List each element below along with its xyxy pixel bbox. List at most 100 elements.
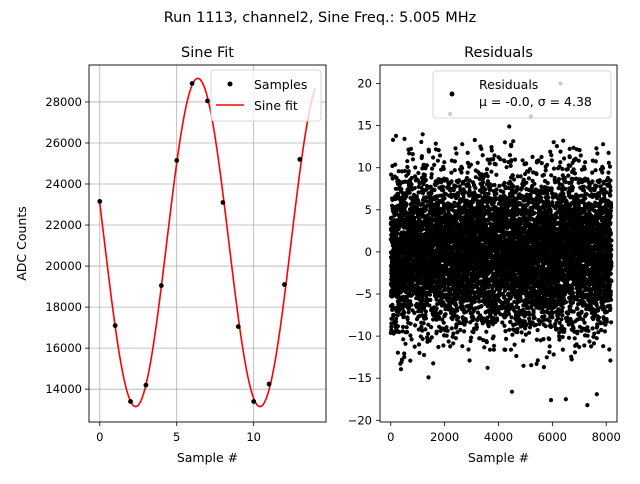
residual-point: [409, 182, 413, 186]
residual-point: [453, 146, 457, 150]
sample-point: [236, 324, 241, 329]
residual-point: [485, 340, 489, 344]
residual-point: [421, 337, 425, 341]
residual-point: [511, 184, 515, 188]
residual-point: [521, 339, 525, 343]
residual-point: [503, 329, 507, 333]
residual-point: [454, 336, 458, 340]
residual-point: [410, 337, 414, 341]
residual-point: [401, 337, 405, 341]
figure-suptitle: Run 1113, channel2, Sine Freq.: 5.005 MH…: [164, 10, 477, 26]
residual-point: [469, 163, 473, 167]
residual-point: [392, 313, 396, 317]
residual-point: [514, 354, 518, 358]
residual-point: [484, 330, 488, 334]
sample-point: [190, 81, 195, 86]
residuals-title: Residuals: [464, 45, 533, 61]
residual-point: [393, 163, 397, 167]
sine-fit-xtick-label: 10: [246, 430, 261, 444]
residual-point: [442, 321, 446, 325]
residual-point: [405, 330, 409, 334]
legend-samples-label: Samples: [254, 77, 307, 92]
residual-point: [451, 341, 455, 345]
residual-point: [487, 324, 491, 328]
residual-point: [466, 347, 470, 351]
residual-point: [460, 166, 464, 170]
residual-point: [492, 334, 496, 338]
residual-point: [521, 364, 525, 368]
residual-point: [479, 304, 483, 308]
residual-point: [511, 173, 515, 177]
sine-fit-title: Sine Fit: [181, 45, 234, 61]
residual-point: [446, 329, 450, 333]
residual-point: [419, 325, 423, 329]
residual-point: [417, 342, 421, 346]
residual-point: [421, 299, 425, 303]
residual-point: [444, 312, 448, 316]
residual-point: [405, 159, 409, 163]
residual-point: [474, 175, 478, 179]
residual-point: [455, 308, 459, 312]
residual-point: [450, 179, 454, 183]
residual-point: [495, 318, 499, 322]
residual-point: [492, 153, 496, 157]
residual-point: [441, 185, 445, 189]
sample-point: [113, 323, 118, 328]
residual-point: [435, 330, 439, 334]
residual-point: [503, 159, 507, 163]
residual-point: [459, 170, 463, 174]
sample-point: [144, 383, 149, 388]
sample-point: [174, 158, 179, 163]
residual-point: [422, 353, 426, 357]
residual-point: [471, 330, 475, 334]
residual-point: [475, 325, 479, 329]
residual-point: [485, 167, 489, 171]
sine-fit-ytick-label: 16000: [45, 341, 82, 355]
residual-point: [409, 147, 413, 151]
residual-point: [502, 181, 506, 185]
residual-point: [509, 348, 513, 352]
residual-point: [460, 142, 464, 146]
residual-point: [405, 165, 409, 169]
residual-point: [520, 330, 524, 334]
residual-point: [494, 173, 498, 177]
residual-point: [433, 188, 437, 192]
residual-point: [442, 167, 446, 171]
sine-fit-legend: Samples Sine fit: [211, 70, 321, 121]
residual-point: [512, 177, 516, 181]
residual-point: [481, 180, 485, 184]
residual-point: [450, 326, 454, 330]
residual-point: [451, 332, 455, 336]
residual-point: [436, 159, 440, 163]
residual-point: [509, 158, 513, 162]
residual-point: [492, 344, 496, 348]
residual-point: [483, 187, 487, 191]
residual-point: [466, 151, 470, 155]
residual-point: [519, 221, 523, 225]
residual-point: [396, 324, 400, 328]
residual-point: [424, 178, 428, 182]
residual-point: [513, 158, 517, 162]
residual-point: [521, 158, 525, 162]
sine-fit-ytick-label: 24000: [45, 177, 82, 191]
residual-point: [460, 344, 464, 348]
residual-point: [454, 184, 458, 188]
residual-point: [505, 165, 509, 169]
sine-fit-ytick-label: 20000: [45, 259, 82, 273]
residual-point: [486, 366, 490, 370]
residual-point: [405, 325, 409, 329]
residual-point: [441, 343, 445, 347]
sample-point: [251, 399, 256, 404]
residual-point: [427, 149, 431, 153]
residual-point: [473, 138, 477, 142]
residual-point: [403, 169, 407, 173]
residual-point: [481, 153, 485, 157]
residual-point: [416, 171, 420, 175]
residual-point: [453, 159, 457, 163]
residual-point: [431, 155, 435, 159]
residual-point: [401, 325, 405, 329]
residual-point: [487, 192, 491, 196]
residual-point: [406, 317, 410, 321]
residual-point: [494, 162, 498, 166]
